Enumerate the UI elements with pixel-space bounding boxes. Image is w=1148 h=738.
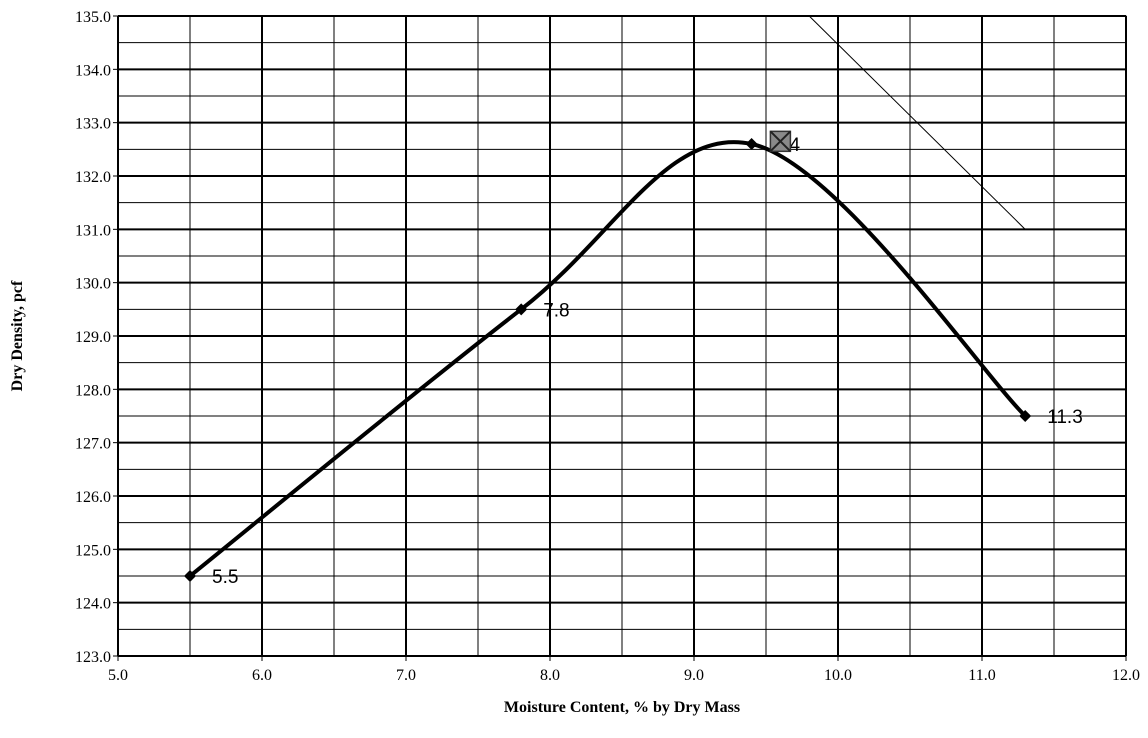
- data-point-marker: [515, 303, 528, 316]
- y-tick-label: 127.0: [75, 436, 111, 453]
- x-tick-label: 7.0: [396, 667, 416, 684]
- y-tick-label: 131.0: [75, 222, 111, 239]
- y-tick-label: 129.0: [75, 329, 111, 346]
- x-tick-label: 8.0: [540, 667, 560, 684]
- x-axis-title: Moisture Content, % by Dry Mass: [504, 699, 740, 716]
- curve-line: [188, 140, 1027, 578]
- x-tick-label: 9.0: [684, 667, 704, 684]
- data-point-marker: [184, 570, 196, 582]
- x-axis-ticks: 5.0 6.0 7.0 8.0 9.0 10.0 11.0 12.0: [108, 656, 1140, 684]
- zero-air-voids-line: [808, 15, 1026, 230]
- y-axis-ticks: 123.0 124.0 125.0 126.0 127.0 128.0 129.0 130.0…: [75, 9, 118, 666]
- x-tick-label: 11.0: [968, 667, 995, 684]
- y-tick-label: 128.0: [75, 382, 111, 399]
- y-tick-label: 135.0: [75, 9, 111, 26]
- x-tick-label: 10.0: [824, 667, 852, 684]
- y-tick-label: 132.0: [75, 169, 111, 186]
- data-point-label: 7.8: [543, 300, 569, 321]
- data-point-marker: [1019, 410, 1032, 422]
- y-tick-label: 125.0: [75, 542, 111, 559]
- y-tick-label: 134.0: [75, 62, 111, 79]
- data-point-label: 11.3: [1047, 407, 1083, 428]
- x-tick-label: 5.0: [108, 667, 128, 684]
- optimum-point-cross: [769, 130, 792, 153]
- x-tick-label: 12.0: [1112, 667, 1140, 684]
- data-point-marker: [745, 138, 758, 150]
- y-tick-label: 130.0: [75, 276, 111, 293]
- y-tick-label: 123.0: [75, 649, 111, 666]
- x-tick-label: 6.0: [252, 667, 272, 684]
- series-layer: 5.57.89.411.3: [184, 15, 1083, 588]
- y-axis-title: Dry Density, pcf: [9, 280, 26, 391]
- y-tick-label: 126.0: [75, 489, 111, 506]
- data-point-label: 5.5: [212, 567, 238, 588]
- y-tick-label: 133.0: [75, 116, 111, 133]
- y-tick-label: 124.0: [75, 596, 111, 613]
